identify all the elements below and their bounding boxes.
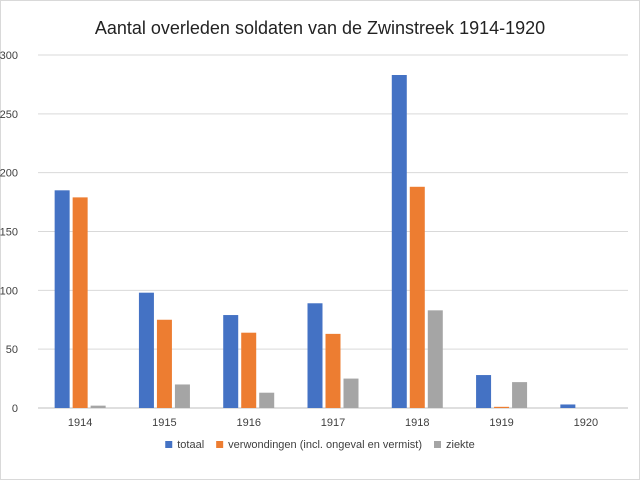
bar-totaal-1916 (223, 315, 239, 408)
bar-totaal-1914 (54, 190, 70, 408)
x-tick-label: 1918 (405, 417, 429, 429)
x-tick-label: 1914 (68, 417, 92, 429)
chart-title: Aantal overleden soldaten van de Zwinstr… (94, 18, 546, 38)
bar-ziekte-1914 (90, 405, 106, 408)
bar-totaal-1920 (560, 404, 576, 408)
y-tick-label: 250 (0, 109, 18, 121)
y-tick-label: 150 (0, 227, 18, 239)
bar-ziekte-1915 (174, 384, 190, 408)
legend-swatch (434, 441, 441, 448)
bar-verwondingen-1918 (409, 186, 425, 408)
bar-verwondingen-1915 (156, 319, 172, 408)
y-tick-label: 200 (0, 168, 18, 180)
bar-ziekte-1917 (343, 378, 359, 408)
legend-label: totaal (177, 439, 204, 451)
x-tick-label: 1917 (321, 417, 345, 429)
bar-totaal-1919 (476, 375, 492, 408)
bar-verwondingen-1917 (325, 333, 341, 408)
x-tick-label: 1916 (236, 417, 260, 429)
bar-totaal-1917 (307, 303, 323, 408)
legend-label: ziekte (446, 439, 475, 451)
legend-swatch (216, 441, 224, 448)
bar-totaal-1918 (391, 75, 407, 409)
bar-verwondingen-1914 (72, 197, 88, 408)
bar-ziekte-1918 (427, 310, 443, 408)
bar-verwondingen-1919 (494, 406, 510, 408)
y-tick-label: 100 (0, 285, 18, 297)
legend-swatch (165, 441, 173, 448)
bar-ziekte-1916 (259, 392, 275, 408)
y-tick-label: 0 (12, 403, 18, 415)
y-tick-label: 50 (6, 344, 18, 356)
y-tick-label: 300 (0, 50, 18, 62)
bar-totaal-1915 (138, 292, 154, 408)
bar-ziekte-1919 (512, 382, 528, 408)
x-tick-label: 1915 (152, 417, 176, 429)
legend-label: verwondingen (incl. ongeval en vermist) (228, 439, 422, 451)
x-tick-label: 1920 (574, 417, 598, 429)
x-tick-label: 1919 (489, 417, 513, 429)
bar-verwondingen-1916 (241, 332, 257, 408)
